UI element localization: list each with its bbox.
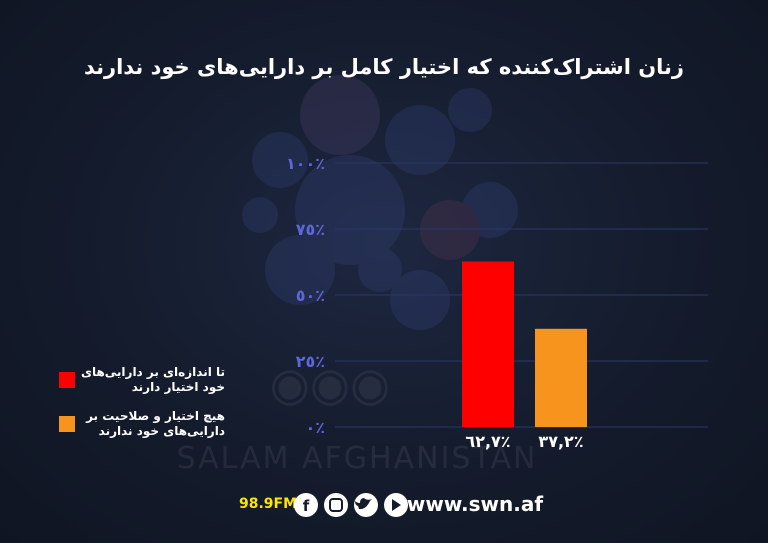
background-bubbles [242,75,518,330]
legend-entry: تا اندازه‌ای بر دارایی‌های خود اختیار دا… [80,365,225,394]
legend-swatch [59,416,75,432]
y-tick-label: ٢٥٪ [296,352,325,371]
radio-frequency: 98.9FM [239,496,297,512]
watermark-fa: ◉◉◉ [270,357,390,411]
watermark: SALAM AFGHANISTAN [177,441,538,476]
legend-swatch [59,372,75,388]
legend-entry: هیچ اختیار و صلاحیت بر دارایی‌های خود ند… [86,409,225,438]
website: www.swn.af [407,492,543,516]
bar [462,261,514,427]
value-label: ٦٢,٧٪ [465,432,510,451]
social-icons: f [294,493,408,517]
chart-title: زنان اشتراک‌کننده که اختیار کامل بر دارا… [84,55,684,79]
bar [535,328,587,427]
value-label: ٣٧,٢٪ [538,432,583,451]
y-tick-label: ١٠٠٪ [286,154,325,173]
svg-text:f: f [303,497,310,515]
y-tick-label: ٠٪ [305,418,325,437]
y-tick-label: ٧٥٪ [296,220,325,239]
y-tick-label: ٥٠٪ [296,286,325,305]
